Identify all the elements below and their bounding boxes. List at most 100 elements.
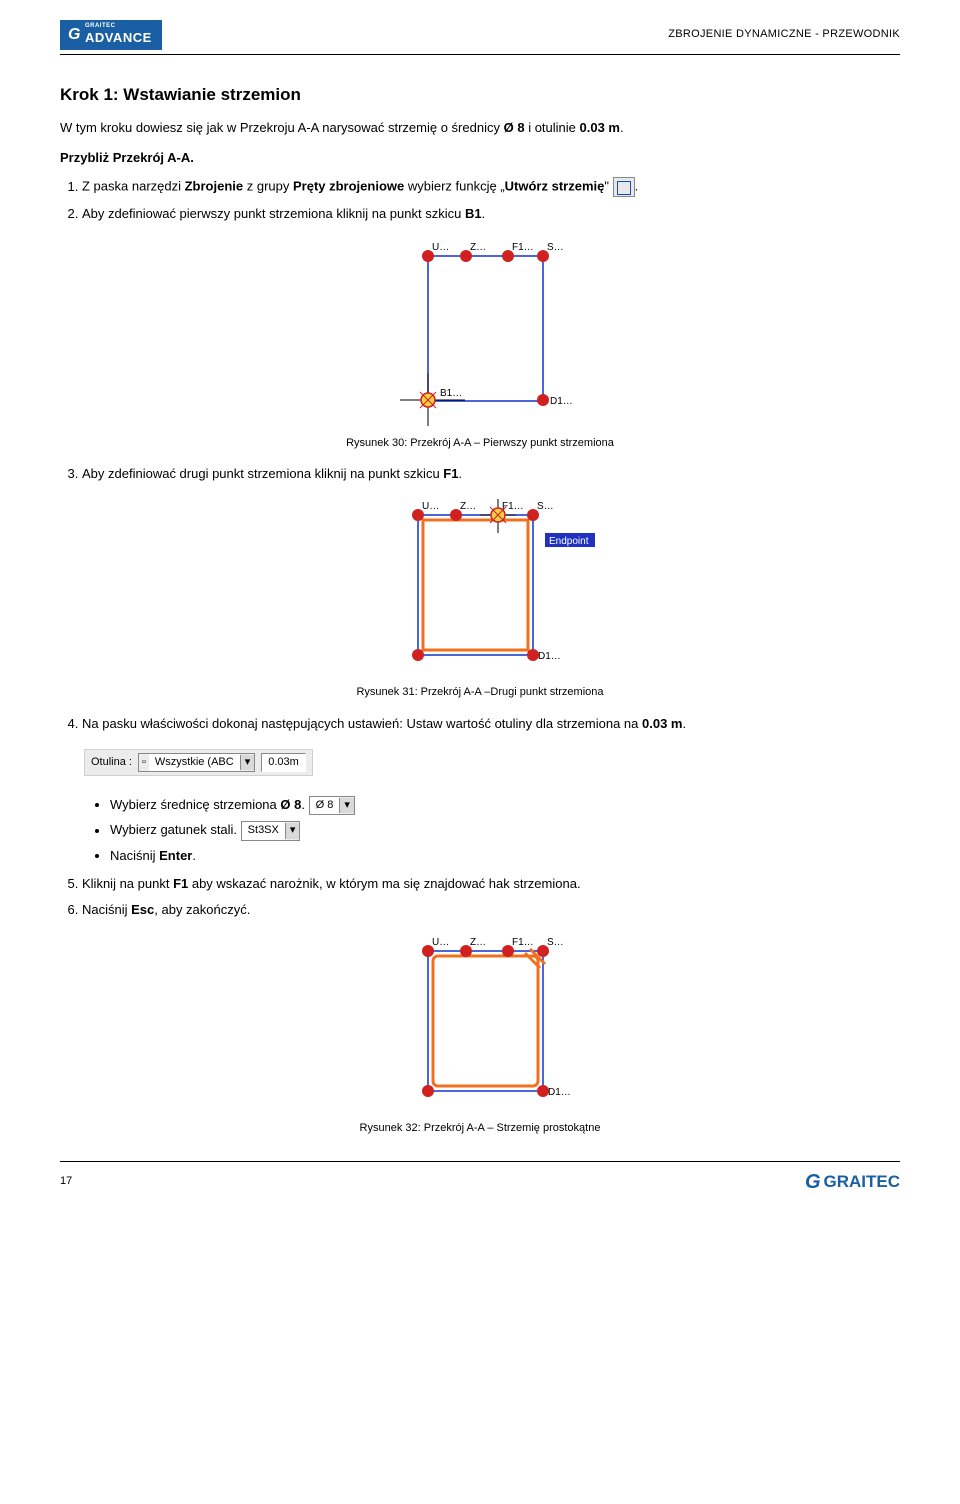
t: Wybierz średnicę strzemiona bbox=[110, 797, 280, 812]
property-bar: Otulina : ▫ Wszystkie (ABC ▾ 0.03m bbox=[84, 749, 313, 776]
figure-30: U… Z… F1… S… B1… D1… bbox=[60, 238, 900, 428]
svg-text:F1…: F1… bbox=[502, 501, 524, 512]
svg-text:Endpoint: Endpoint bbox=[549, 536, 589, 547]
steps-list-3: Aby zdefiniować drugi punkt strzemiona k… bbox=[60, 465, 900, 483]
t: Enter bbox=[159, 848, 192, 863]
svg-text:F1…: F1… bbox=[512, 242, 534, 253]
otulina-mode-dropdown[interactable]: ▫ Wszystkie (ABC ▾ bbox=[138, 753, 255, 772]
t: Naciśnij bbox=[110, 848, 159, 863]
t: Kliknij na punkt bbox=[82, 876, 173, 891]
diagram-32: U… Z… F1… S… D1… bbox=[370, 933, 590, 1113]
intro-diam: Ø 8 bbox=[504, 120, 525, 135]
t: Wybierz gatunek stali. bbox=[110, 823, 241, 838]
t: . bbox=[635, 179, 639, 194]
t: Z paska narzędzi bbox=[82, 179, 185, 194]
svg-text:Z…: Z… bbox=[460, 501, 476, 512]
svg-text:S…: S… bbox=[537, 501, 554, 512]
intro: W tym kroku dowiesz się jak w Przekroju … bbox=[60, 119, 900, 137]
t: Pręty zbrojeniowe bbox=[293, 179, 404, 194]
chevron-down-icon: ▾ bbox=[339, 798, 354, 813]
svg-text:F1…: F1… bbox=[512, 937, 534, 948]
bullet-list: Wybierz średnicę strzemiona Ø 8. Ø 8 ▾ W… bbox=[110, 796, 900, 865]
caption-32: Rysunek 32: Przekrój A-A – Strzemię pros… bbox=[60, 1121, 900, 1136]
t: Naciśnij bbox=[82, 902, 131, 917]
bullet-enter: Naciśnij Enter. bbox=[110, 847, 900, 865]
header: G GRAITEC ADVANCE ZBROJENIE DYNAMICZNE -… bbox=[60, 20, 900, 50]
steps-list-5: Kliknij na punkt F1 aby wskazać narożnik… bbox=[60, 875, 900, 919]
step-1: Z paska narzędzi Zbrojenie z grupy Pręty… bbox=[82, 177, 900, 197]
svg-text:D1…: D1… bbox=[538, 651, 561, 662]
steps-list-4: Na pasku właściwości dokonaj następujący… bbox=[60, 715, 900, 733]
otulina-value-input[interactable]: 0.03m bbox=[261, 753, 306, 772]
dd-text: Wszystkie (ABC bbox=[149, 754, 240, 771]
svg-text:U…: U… bbox=[432, 937, 449, 948]
t: Aby zdefiniować pierwszy punkt strzemion… bbox=[82, 206, 465, 221]
steel-dropdown[interactable]: St3SX ▾ bbox=[241, 821, 301, 840]
step-5: Kliknij na punkt F1 aby wskazać narożnik… bbox=[82, 875, 900, 893]
footer-rule bbox=[60, 1161, 900, 1162]
brand: GRAITEC bbox=[824, 1170, 901, 1194]
t: Ø 8 bbox=[280, 797, 301, 812]
diagram-31: U… Z… F1… S… D1… Endpoint bbox=[360, 497, 600, 677]
dd-text: Ø 8 bbox=[310, 797, 340, 814]
t: . bbox=[192, 848, 196, 863]
step-2: Aby zdefiniować pierwszy punkt strzemion… bbox=[82, 205, 900, 223]
svg-text:S…: S… bbox=[547, 242, 564, 253]
t: Aby zdefiniować drugi punkt strzemiona k… bbox=[82, 466, 443, 481]
svg-text:Z…: Z… bbox=[470, 242, 486, 253]
bullet-diameter: Wybierz średnicę strzemiona Ø 8. Ø 8 ▾ bbox=[110, 796, 900, 815]
step-4: Na pasku właściwości dokonaj następujący… bbox=[82, 715, 900, 733]
t: Esc bbox=[131, 902, 154, 917]
intro-suffix: . bbox=[620, 120, 624, 135]
dd-text: St3SX bbox=[242, 822, 285, 839]
svg-text:U…: U… bbox=[432, 242, 449, 253]
t: " bbox=[604, 179, 612, 194]
t: Na pasku właściwości dokonaj następujący… bbox=[82, 716, 642, 731]
diagram-30: U… Z… F1… S… B1… D1… bbox=[370, 238, 590, 428]
svg-text:Z…: Z… bbox=[470, 937, 486, 948]
subintro: Przybliż Przekrój A-A. bbox=[60, 149, 900, 167]
graitec-logo: G GRAITEC bbox=[805, 1168, 900, 1196]
t: . bbox=[482, 206, 486, 221]
t: Utwórz strzemię bbox=[505, 179, 605, 194]
figure-32: U… Z… F1… S… D1… bbox=[60, 933, 900, 1113]
t: F1 bbox=[443, 466, 458, 481]
otulina-label: Otulina : bbox=[91, 755, 132, 770]
caption-31: Rysunek 31: Przekrój A-A –Drugi punkt st… bbox=[60, 685, 900, 700]
svg-text:S…: S… bbox=[547, 937, 564, 948]
doc-title: ZBROJENIE DYNAMICZNE - PRZEWODNIK bbox=[668, 27, 900, 42]
intro-cover: 0.03 m bbox=[580, 120, 620, 135]
t: wybierz funkcję „ bbox=[404, 179, 504, 194]
caption-30: Rysunek 30: Przekrój A-A – Pierwszy punk… bbox=[60, 436, 900, 451]
header-rule bbox=[60, 54, 900, 55]
svg-text:D1…: D1… bbox=[550, 396, 573, 407]
advance-logo: G GRAITEC ADVANCE bbox=[60, 20, 162, 50]
t: , aby zakończyć. bbox=[154, 902, 250, 917]
intro-mid: i otulinie bbox=[528, 120, 579, 135]
t: . bbox=[458, 466, 462, 481]
step-3: Aby zdefiniować drugi punkt strzemiona k… bbox=[82, 465, 900, 483]
create-stirrup-icon[interactable] bbox=[613, 177, 635, 197]
t: B1 bbox=[465, 206, 482, 221]
svg-text:U…: U… bbox=[422, 501, 439, 512]
step-title: Krok 1: Wstawianie strzemion bbox=[60, 83, 900, 107]
intro-prefix: W tym kroku dowiesz się jak w Przekroju … bbox=[60, 120, 504, 135]
steps-list: Z paska narzędzi Zbrojenie z grupy Pręty… bbox=[60, 177, 900, 223]
t: 0.03 m bbox=[642, 716, 682, 731]
t: . bbox=[682, 716, 686, 731]
logo-small: GRAITEC bbox=[85, 23, 152, 29]
t: Zbrojenie bbox=[185, 179, 244, 194]
footer: 17 G GRAITEC bbox=[60, 1168, 900, 1196]
step-6: Naciśnij Esc, aby zakończyć. bbox=[82, 901, 900, 919]
logo-g-icon: G bbox=[68, 24, 81, 46]
chevron-down-icon: ▾ bbox=[240, 755, 255, 770]
chevron-down-icon: ▾ bbox=[285, 823, 300, 838]
t: . bbox=[301, 797, 308, 812]
bullet-steel: Wybierz gatunek stali. St3SX ▾ bbox=[110, 821, 900, 840]
svg-text:D1…: D1… bbox=[548, 1087, 571, 1098]
t: z grupy bbox=[243, 179, 293, 194]
svg-text:B1…: B1… bbox=[440, 388, 462, 399]
logo-text: ADVANCE bbox=[85, 30, 152, 45]
t: aby wskazać narożnik, w którym ma się zn… bbox=[188, 876, 580, 891]
diameter-dropdown[interactable]: Ø 8 ▾ bbox=[309, 796, 355, 815]
